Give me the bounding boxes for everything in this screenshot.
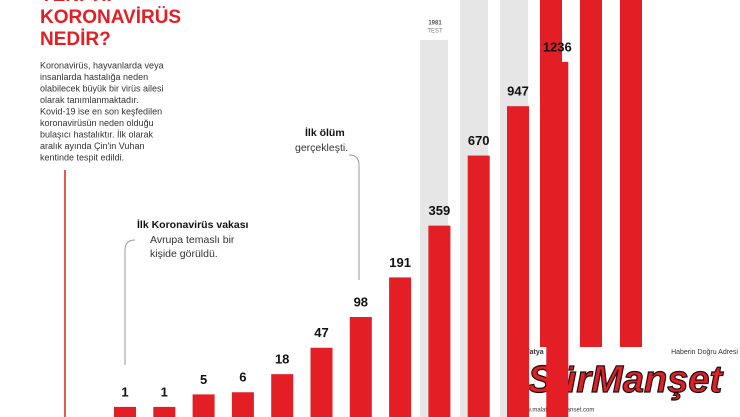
test-text: TEST bbox=[427, 29, 443, 35]
value-label: 5 bbox=[200, 372, 207, 387]
value-label: 947 bbox=[507, 84, 529, 99]
annotation-title: İlk Koronavirüs vakası bbox=[137, 218, 249, 231]
annotation-text: gerçekleşti. bbox=[295, 142, 348, 154]
description-line: olabilecek büyük bir virüs ailesi bbox=[40, 83, 164, 93]
description-line: kentinde tespit edildi. bbox=[40, 152, 124, 162]
title: YENİ TİPKORONAVİRÜSNEDİR? bbox=[40, 0, 181, 50]
title-line: NEDİR? bbox=[40, 29, 111, 50]
value-label: 1236 bbox=[543, 39, 572, 54]
description-line: olarak tanımlanmaktadır. bbox=[40, 95, 139, 105]
description-line: bulaşıcı hastalıktır. İlk olarak bbox=[40, 129, 154, 139]
value-label: 670 bbox=[468, 133, 490, 148]
value-label: 1 bbox=[161, 384, 168, 399]
bar-decor bbox=[620, 0, 642, 417]
test-count: 1981 bbox=[428, 21, 442, 27]
bar bbox=[349, 317, 372, 417]
value-label: 1 bbox=[121, 384, 128, 399]
description-line: Kovid-19 ise en son keşfedilen bbox=[40, 106, 162, 116]
annotation-text: kişide görüldü. bbox=[150, 248, 218, 260]
bar bbox=[467, 155, 490, 417]
annotation-title: İlk ölüm bbox=[305, 126, 345, 139]
value-label: 98 bbox=[354, 294, 368, 309]
bar bbox=[507, 106, 529, 417]
annotation-text: Avrupa temaslı bir bbox=[150, 234, 235, 246]
annotation-line bbox=[124, 239, 136, 365]
bar bbox=[153, 406, 176, 417]
bar bbox=[428, 225, 451, 417]
value-label: 47 bbox=[314, 325, 328, 340]
bar bbox=[114, 406, 136, 417]
description-line: aralık ayında Çin'in Vuhan bbox=[40, 141, 144, 151]
title-line: YENİ TİP bbox=[40, 0, 120, 6]
description-line: insanlarda hastalığa neden bbox=[40, 72, 148, 82]
title-line: KORONAVİRÜS bbox=[40, 7, 181, 28]
description-line: Koronavirüs, hayvanlarda veya bbox=[40, 60, 164, 70]
bar bbox=[271, 374, 294, 417]
bar bbox=[389, 277, 412, 417]
value-label: 359 bbox=[429, 203, 451, 218]
bar bbox=[192, 394, 215, 417]
annotation-line bbox=[348, 154, 360, 280]
value-label: 18 bbox=[275, 352, 289, 367]
bar bbox=[546, 61, 569, 417]
bar-decor bbox=[580, 0, 602, 417]
description-line: koronavirüsün neden olduğu bbox=[40, 118, 154, 128]
value-label: 191 bbox=[389, 255, 411, 270]
value-label: 6 bbox=[239, 370, 246, 385]
logo-slogan: Haberin Doğru Adresi bbox=[671, 349, 738, 356]
bar bbox=[310, 347, 333, 417]
logo-city: Malatya bbox=[518, 349, 544, 356]
bar bbox=[231, 392, 254, 417]
